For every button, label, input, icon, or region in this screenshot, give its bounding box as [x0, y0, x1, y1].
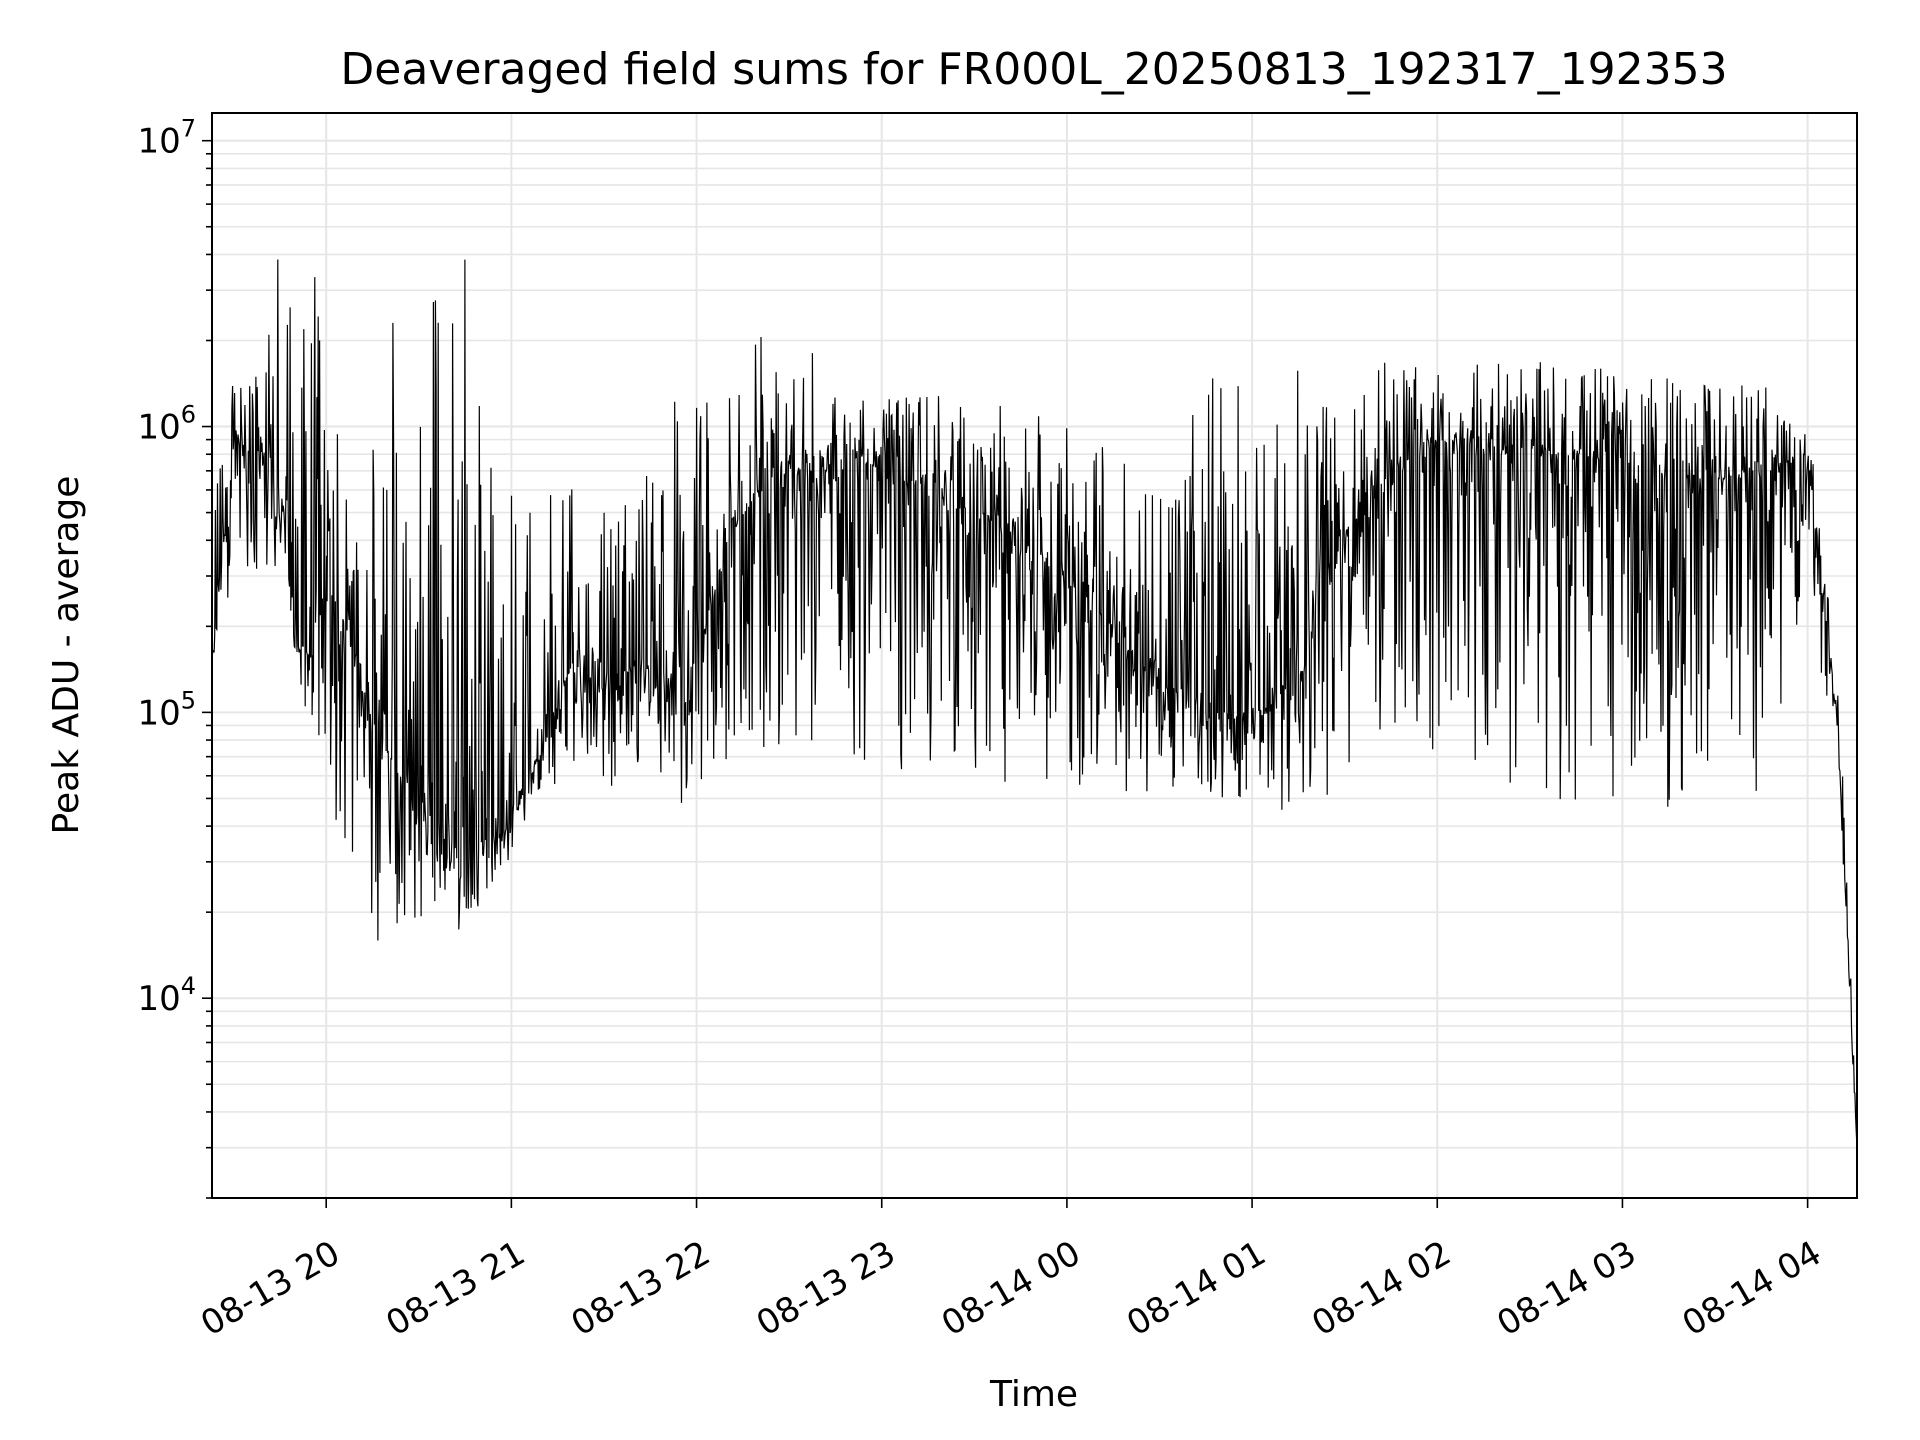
x-tick-label: 08-14 02	[1305, 1233, 1457, 1344]
y-tick-label: 107	[137, 115, 196, 162]
chart-title: Deaveraged field sums for FR000L_2025081…	[340, 44, 1727, 95]
series-group	[211, 259, 1858, 1148]
x-tick-label: 08-14 04	[1676, 1233, 1828, 1344]
y-tick-label: 104	[137, 972, 196, 1019]
x-tick-label: 08-14 03	[1491, 1233, 1643, 1344]
x-axis: 08-13 20 08-13 21 08-13 22 08-13 23 08-14 00…	[194, 1198, 1828, 1344]
y-tick-label: 106	[137, 401, 196, 448]
y-axis-label: Peak ADU - average	[46, 476, 87, 835]
y-axis: 104 105 106 107	[137, 115, 212, 1199]
plot-frame	[211, 112, 1858, 1199]
x-tick-label: 08-14 01	[1120, 1233, 1272, 1344]
x-tick-label: 08-13 20	[194, 1233, 346, 1344]
series-line	[211, 259, 1858, 1148]
x-axis-label: Time	[989, 1374, 1078, 1415]
x-tick-label: 08-13 21	[379, 1233, 531, 1344]
y-tick-label: 105	[137, 686, 196, 733]
x-tick-label: 08-14 00	[935, 1233, 1087, 1344]
x-tick-label: 08-13 23	[750, 1233, 902, 1344]
x-tick-label: 08-13 22	[565, 1233, 717, 1344]
